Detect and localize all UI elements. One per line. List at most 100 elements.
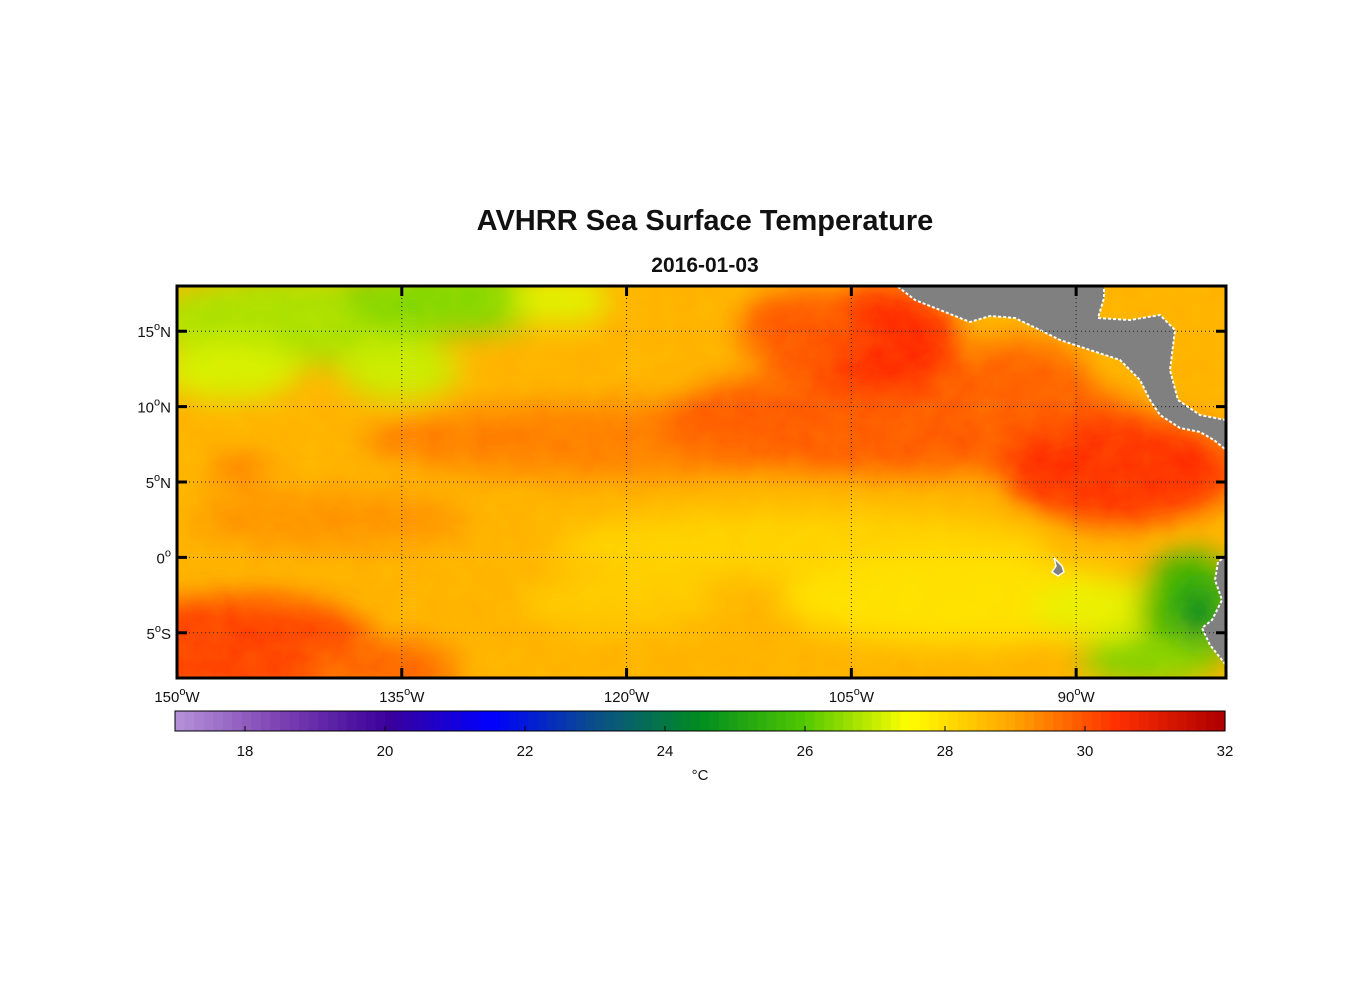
colorbar-segment bbox=[289, 711, 300, 731]
colorbar-tick-label: 24 bbox=[657, 743, 674, 760]
colorbar-segment bbox=[461, 711, 472, 731]
colorbar-segment bbox=[843, 711, 854, 731]
x-tick-label: 90oW bbox=[1058, 686, 1096, 706]
colorbar-segment bbox=[1215, 711, 1226, 731]
colorbar-segment bbox=[957, 711, 968, 731]
colorbar-segment bbox=[700, 711, 711, 731]
colorbar-segment bbox=[528, 711, 539, 731]
colorbar-segment bbox=[910, 711, 921, 731]
colorbar: 18 20 22 24 26 28 30 32 °C bbox=[174, 710, 1234, 784]
colorbar-segment bbox=[1139, 711, 1150, 731]
colorbar-segment bbox=[680, 711, 692, 731]
colorbar-tick-label: 32 bbox=[1217, 743, 1234, 760]
colorbar-segment bbox=[1062, 711, 1073, 731]
colorbar-segment bbox=[1158, 711, 1169, 731]
colorbar-frame bbox=[174, 710, 1226, 732]
colorbar-tick-label: 20 bbox=[377, 743, 394, 760]
colorbar-segment bbox=[442, 711, 453, 731]
colorbar-segment bbox=[509, 711, 520, 731]
colorbar-segment bbox=[566, 711, 577, 731]
colorbar-segment bbox=[280, 711, 291, 731]
colorbar-segment bbox=[585, 711, 596, 731]
colorbar-segment bbox=[1205, 711, 1217, 731]
colorbar-segment bbox=[1043, 711, 1054, 731]
colorbar-tick-label: 30 bbox=[1077, 743, 1094, 760]
colorbar-segment bbox=[938, 711, 949, 731]
colorbar-segment bbox=[948, 711, 959, 731]
colorbar-segment bbox=[986, 711, 997, 731]
colorbar-segment bbox=[1015, 711, 1026, 731]
land-south-america bbox=[1200, 554, 1226, 667]
colorbar-segment bbox=[1091, 711, 1102, 731]
colorbar-segment bbox=[490, 711, 501, 731]
colorbar-tick-label: 26 bbox=[797, 743, 814, 760]
colorbar-segment bbox=[194, 711, 205, 731]
colorbar-segment bbox=[251, 711, 262, 731]
chart-title: AVHRR Sea Surface Temperature bbox=[476, 205, 934, 237]
colorbar-segment bbox=[318, 711, 329, 731]
colorbar-segment bbox=[346, 711, 357, 731]
colorbar-unit-label: °C bbox=[692, 767, 709, 784]
colorbar-segment bbox=[213, 711, 224, 731]
y-tick-label: 15oN bbox=[137, 321, 171, 341]
colorbar-segment bbox=[1177, 711, 1188, 731]
colorbar-segment bbox=[1167, 711, 1178, 731]
colorbar-segment bbox=[890, 711, 902, 731]
colorbar-segment bbox=[547, 711, 558, 731]
colorbar-segment bbox=[222, 711, 233, 731]
colorbar-segment bbox=[470, 711, 482, 731]
colorbar-segment bbox=[967, 711, 978, 731]
colorbar-segment bbox=[270, 711, 281, 731]
x-tick-label: 150oW bbox=[154, 686, 200, 706]
colorbar-segment bbox=[1110, 711, 1121, 731]
colorbar-segment bbox=[356, 711, 367, 731]
colorbar-segment bbox=[575, 711, 587, 731]
colorbar-segment bbox=[404, 711, 415, 731]
colorbar-segment bbox=[365, 711, 377, 731]
y-tick-label: 10oN bbox=[137, 397, 171, 417]
colorbar-tick-label: 28 bbox=[937, 743, 954, 760]
colorbar-segment bbox=[623, 711, 634, 731]
colorbar-segment bbox=[805, 711, 816, 731]
colorbar-segment bbox=[1120, 711, 1131, 731]
colorbar-segment bbox=[1024, 711, 1035, 731]
colorbar-segment bbox=[537, 711, 548, 731]
colorbar-segment bbox=[1100, 711, 1112, 731]
colorbar-segment bbox=[833, 711, 844, 731]
colorbar-segment bbox=[232, 711, 243, 731]
latitude-axis: 15oN 10oN 5oN 0o 5oS bbox=[137, 321, 1226, 643]
x-tick-label: 105oW bbox=[829, 686, 875, 706]
colorbar-segment bbox=[1196, 711, 1207, 731]
colorbar-segment bbox=[919, 711, 930, 731]
colorbar-segment bbox=[385, 711, 396, 731]
colorbar-segment bbox=[633, 711, 644, 731]
colorbar-segment bbox=[719, 711, 730, 731]
longitude-axis: 150oW 135oW 120oW 105oW 90oW bbox=[154, 286, 1095, 706]
x-tick-label: 135oW bbox=[379, 686, 425, 706]
y-tick-label: 5oS bbox=[147, 623, 171, 643]
colorbar-segment bbox=[862, 711, 873, 731]
colorbar-segment bbox=[871, 711, 882, 731]
colorbar-segment bbox=[175, 711, 186, 731]
colorbar-segment bbox=[299, 711, 310, 731]
colorbar-segment bbox=[432, 711, 443, 731]
colorbar-segment bbox=[241, 711, 252, 731]
colorbar-segment bbox=[451, 711, 462, 731]
colorbar-segment bbox=[203, 711, 214, 731]
colorbar-segment bbox=[690, 711, 701, 731]
colorbar-segment bbox=[852, 711, 863, 731]
colorbar-segment bbox=[661, 711, 672, 731]
colorbar-segment bbox=[900, 711, 911, 731]
colorbar-segment bbox=[184, 711, 195, 731]
colorbar-segment bbox=[1148, 711, 1159, 731]
land-central-america bbox=[895, 286, 1226, 452]
colorbar-segment bbox=[757, 711, 768, 731]
colorbar-segment bbox=[709, 711, 720, 731]
colorbar-segment bbox=[671, 711, 682, 731]
colorbar-segment bbox=[881, 711, 892, 731]
colorbar-tick-label: 22 bbox=[517, 743, 534, 760]
x-tick-label: 120oW bbox=[604, 686, 650, 706]
colorbar-segment bbox=[1034, 711, 1045, 731]
colorbar-segment bbox=[785, 711, 797, 731]
colorbar-segment bbox=[604, 711, 615, 731]
